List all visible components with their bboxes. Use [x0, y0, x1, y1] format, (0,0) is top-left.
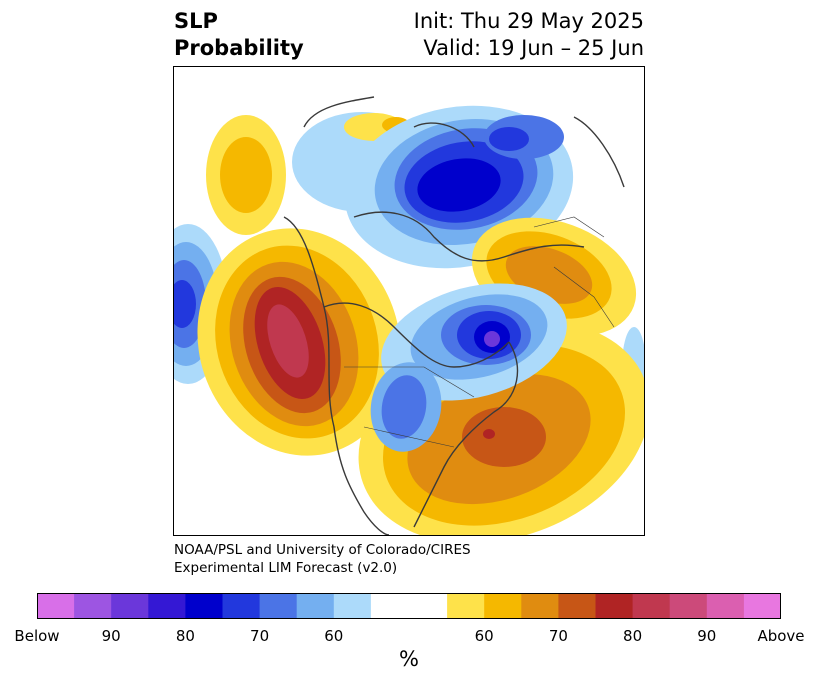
map-title: SLP Probability: [174, 8, 304, 62]
colorbar-segment: [111, 593, 149, 619]
probability-map: [173, 66, 645, 536]
colorbar-tick-label: Above: [757, 627, 805, 645]
colorbar-border: [37, 593, 781, 619]
colorbar-segment: [333, 593, 372, 619]
colorbar-segment: [296, 593, 335, 619]
colorbar-segment: [74, 593, 112, 619]
below-normal-canada: [370, 283, 567, 452]
map-canvas: [174, 96, 644, 535]
credit-line-2: Experimental LIM Forecast (v2.0): [174, 560, 398, 576]
borders: [344, 216, 615, 448]
colorbar-segment: [558, 593, 596, 619]
credit-line-1: NOAA/PSL and University of Colorado/CIRE…: [174, 542, 471, 558]
colorbar-segment: [669, 593, 708, 619]
credit: NOAA/PSL and University of Colorado/CIRE…: [174, 541, 471, 577]
colorbar-segment: [259, 593, 298, 619]
colorbar-segment: [222, 593, 260, 619]
colorbar-tick-label: 70: [250, 627, 270, 645]
init-date: Init: Thu 29 May 2025: [413, 9, 644, 33]
colorbar-segment: [447, 593, 485, 619]
colorbar-tick-label: 60: [474, 627, 494, 645]
colorbar-units: %: [399, 647, 419, 671]
above-normal-bering: [206, 115, 286, 235]
colorbar-segment: [743, 593, 781, 619]
colorbar-tick-label: 60: [324, 627, 344, 645]
colorbar-segment: [148, 593, 186, 619]
colorbar-segment: [632, 593, 671, 619]
colorbar-tick-label: 80: [175, 627, 195, 645]
title-line-1: SLP: [174, 9, 218, 33]
colorbar-tick-label: 80: [623, 627, 643, 645]
colorbar-segment: [370, 593, 448, 619]
colorbar-segment: [185, 593, 223, 619]
colorbar-segment: [595, 593, 633, 619]
colorbar-tick-label: 90: [697, 627, 717, 645]
colorbar-segment: [37, 593, 75, 619]
forecast-dates: Init: Thu 29 May 2025 Valid: 19 Jun – 25…: [414, 8, 644, 62]
colorbar: [37, 593, 781, 619]
colorbar-tick-label: 90: [101, 627, 121, 645]
colorbar-segment: [484, 593, 522, 619]
colorbar-tick-label: Below: [14, 627, 60, 645]
colorbar-tick-label: 70: [548, 627, 568, 645]
colorbar-segment: [521, 593, 559, 619]
valid-range: Valid: 19 Jun – 25 Jun: [423, 36, 644, 60]
coastlines: [283, 96, 625, 535]
above-normal-west: [197, 228, 401, 456]
colorbar-segment: [706, 593, 745, 619]
title-line-2: Probability: [174, 36, 304, 60]
